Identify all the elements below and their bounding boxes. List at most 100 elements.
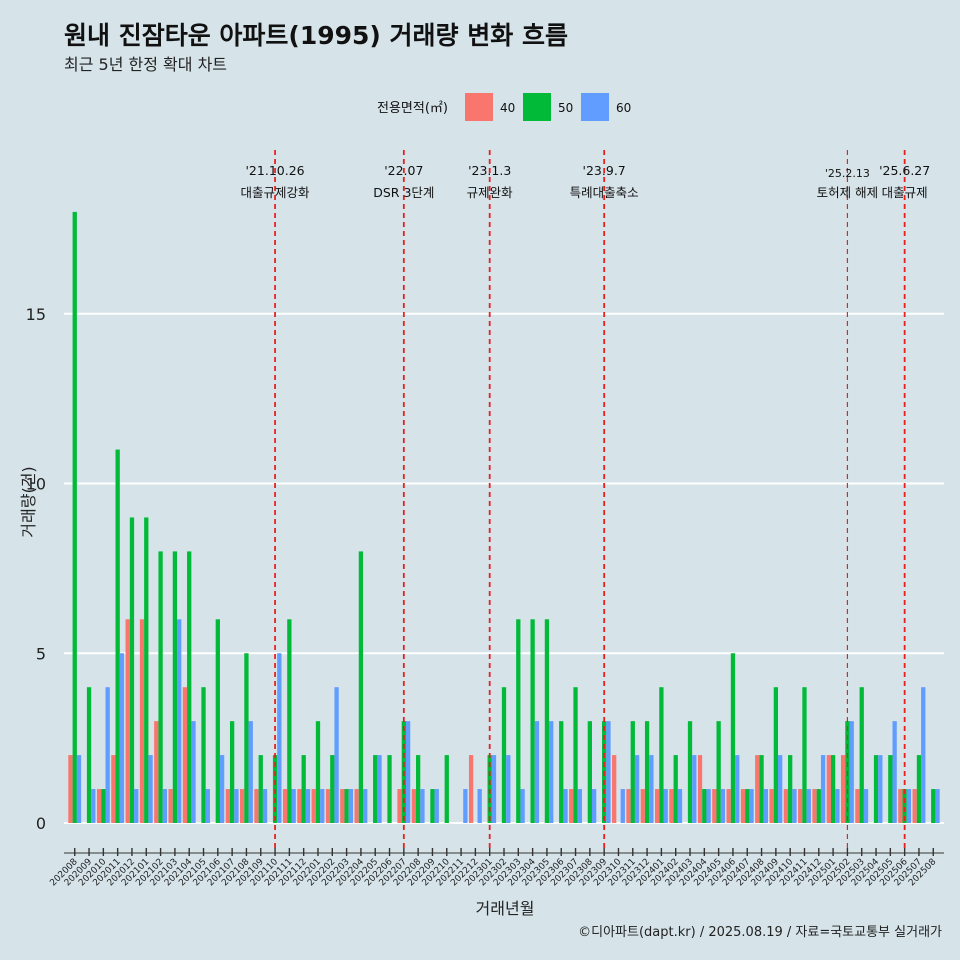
bar bbox=[172, 551, 178, 823]
bar bbox=[716, 721, 721, 823]
bar bbox=[129, 517, 135, 823]
bar bbox=[520, 789, 525, 823]
bar bbox=[234, 789, 239, 823]
bar bbox=[702, 789, 707, 823]
y-axis-title: 거래량(건) bbox=[19, 466, 38, 537]
event-label: 특례대출축소 bbox=[570, 185, 639, 200]
bar bbox=[735, 755, 740, 823]
bar bbox=[76, 755, 82, 823]
bar bbox=[240, 789, 245, 823]
bar bbox=[606, 721, 611, 823]
bar bbox=[826, 755, 831, 823]
bar bbox=[115, 449, 120, 823]
bar bbox=[888, 755, 893, 823]
bar bbox=[569, 789, 574, 823]
bar bbox=[663, 789, 668, 823]
bar bbox=[134, 789, 139, 823]
bar bbox=[262, 789, 268, 823]
bar bbox=[434, 789, 439, 823]
bar bbox=[626, 789, 631, 823]
bar bbox=[468, 755, 474, 823]
x-axis: 2020082020092020102020112020122021012021… bbox=[48, 848, 944, 888]
bar bbox=[720, 789, 726, 823]
bar bbox=[291, 789, 296, 823]
x-axis-title: 거래년월 bbox=[476, 899, 535, 918]
bar bbox=[855, 789, 860, 823]
bar bbox=[301, 755, 306, 823]
bar bbox=[577, 789, 582, 823]
event-date: '21.10.26 bbox=[246, 163, 305, 178]
legend-label-40: 40 bbox=[500, 101, 515, 115]
chart-title: 원내 진잠타운 아파트(1995) 거래량 변화 흐름 bbox=[64, 21, 568, 50]
chart-subtitle: 최근 5년 한정 확대 차트 bbox=[64, 55, 227, 74]
bar bbox=[763, 789, 768, 823]
bar bbox=[592, 789, 597, 823]
bar bbox=[506, 755, 511, 823]
bar bbox=[812, 789, 817, 823]
bar bbox=[573, 687, 578, 823]
bar bbox=[72, 211, 77, 823]
legend-label-60: 60 bbox=[616, 101, 631, 115]
bar bbox=[430, 789, 435, 823]
bar bbox=[516, 619, 521, 823]
bar bbox=[788, 755, 793, 823]
legend-label-50: 50 bbox=[558, 101, 573, 115]
bar bbox=[315, 721, 321, 823]
bar bbox=[677, 789, 683, 823]
bar bbox=[387, 755, 392, 823]
bar bbox=[712, 789, 717, 823]
bar bbox=[792, 789, 797, 823]
event-date: '22.07 bbox=[384, 163, 423, 178]
bar bbox=[659, 687, 664, 823]
bar bbox=[105, 687, 110, 823]
y-tick-label: 10 bbox=[26, 475, 46, 494]
bar bbox=[334, 687, 339, 823]
bar bbox=[634, 755, 640, 823]
bar bbox=[830, 755, 836, 823]
bar bbox=[354, 789, 359, 823]
bar bbox=[806, 789, 811, 823]
bar bbox=[892, 721, 897, 823]
bar bbox=[244, 653, 249, 823]
bar bbox=[377, 755, 382, 823]
event-date: '25.2.13 bbox=[825, 167, 870, 180]
bar bbox=[755, 755, 760, 823]
bar bbox=[344, 789, 349, 823]
bar bbox=[898, 789, 903, 823]
bar bbox=[759, 755, 764, 823]
bar bbox=[182, 687, 188, 823]
bar bbox=[162, 789, 168, 823]
bar bbox=[125, 619, 130, 823]
bar bbox=[559, 721, 564, 823]
bar bbox=[773, 687, 779, 823]
bar bbox=[229, 721, 235, 823]
bar bbox=[612, 755, 617, 823]
bar bbox=[912, 789, 917, 823]
bar bbox=[534, 721, 540, 823]
bar bbox=[630, 721, 635, 823]
bar bbox=[935, 789, 940, 823]
bar bbox=[649, 755, 654, 823]
bar bbox=[802, 687, 807, 823]
y-tick-label: 0 bbox=[36, 814, 46, 833]
bar bbox=[144, 517, 149, 823]
bar bbox=[501, 687, 507, 823]
legend: 전용면적(㎡) 40 50 60 bbox=[377, 93, 631, 121]
bar bbox=[416, 755, 421, 823]
bar bbox=[348, 789, 354, 823]
bar bbox=[86, 687, 92, 823]
y-tick-label: 5 bbox=[36, 644, 46, 663]
bar bbox=[325, 789, 331, 823]
bar bbox=[873, 755, 879, 823]
bar bbox=[902, 789, 907, 823]
bar bbox=[420, 789, 425, 823]
event-label: 대출규제강화 bbox=[241, 185, 311, 200]
bar bbox=[158, 551, 163, 823]
bar bbox=[277, 653, 282, 823]
bar bbox=[463, 789, 468, 823]
bar bbox=[778, 755, 783, 823]
bar bbox=[139, 619, 145, 823]
bar bbox=[859, 687, 864, 823]
bar bbox=[644, 721, 650, 823]
bar bbox=[620, 789, 625, 823]
